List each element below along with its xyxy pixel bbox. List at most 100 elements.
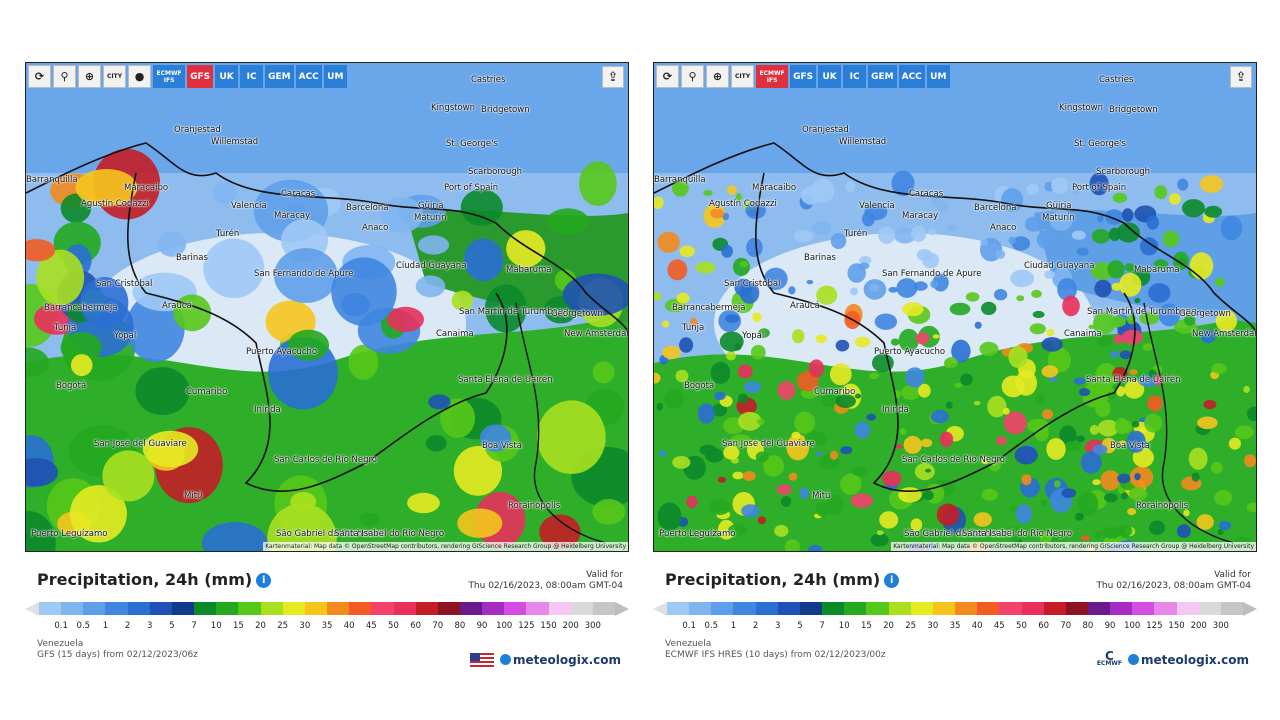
- brand-logo[interactable]: C ECMWF meteologix.com: [1096, 650, 1249, 667]
- legend-swatch: [1176, 602, 1199, 615]
- model-button-acc[interactable]: ACC: [295, 65, 322, 88]
- legend-tick: 150: [1168, 621, 1185, 631]
- legend-tick: 30: [927, 621, 939, 631]
- model-button-uk[interactable]: UK: [215, 65, 239, 88]
- legend-swatch: [799, 602, 823, 615]
- city-label: Castries: [1099, 75, 1134, 85]
- model-button-ecmwf-ifs[interactable]: ECMWF IFS: [153, 65, 186, 88]
- model-button-uk[interactable]: UK: [818, 65, 842, 88]
- model-button-ic[interactable]: IC: [843, 65, 867, 88]
- valid-label: Valid for: [586, 570, 623, 580]
- city-label: Caracas: [281, 189, 316, 199]
- legend-swatch: [733, 602, 756, 615]
- city-label: Tunja: [682, 323, 705, 333]
- model-button-um[interactable]: UM: [926, 65, 950, 88]
- legend-swatch: [1154, 602, 1177, 615]
- model-button-gfs[interactable]: GFS: [187, 65, 214, 88]
- legend-tick: 80: [454, 621, 466, 631]
- title-row: Precipitation, 24h (mm) i Valid for Thu 02/…: [25, 568, 629, 598]
- city-label: San Fernando de Apure: [254, 269, 354, 279]
- model-button-um[interactable]: UM: [323, 65, 347, 88]
- city-label: San José del Guaviare: [94, 439, 187, 449]
- model-button-gem[interactable]: GEM: [868, 65, 897, 88]
- legend-swatch: [1220, 602, 1244, 615]
- share-icon[interactable]: ⇪: [602, 66, 624, 88]
- legend-tick: 45: [993, 621, 1005, 631]
- info-icon[interactable]: i: [884, 573, 900, 588]
- overlay-dot-button[interactable]: ●: [128, 65, 152, 88]
- city-label: Yopal: [114, 331, 137, 341]
- model-button-ic[interactable]: IC: [240, 65, 264, 88]
- legend-swatch: [1132, 602, 1155, 615]
- legend-tick: 0.1: [682, 621, 696, 631]
- legend-swatch: [327, 602, 350, 615]
- legend-tick: 200: [1190, 621, 1207, 631]
- city-label: Araucá: [790, 301, 820, 311]
- precipitation-map[interactable]: ⟳ ⚲ ⊕ CITY ● ECMWF IFS GFS UK IC GEM ACC UM ⇪ Castrie…: [25, 62, 629, 552]
- zoom-icon[interactable]: ⊕: [706, 65, 729, 88]
- legend-arrow-right-icon: [615, 602, 629, 616]
- legend-swatch: [977, 602, 1000, 615]
- city-toggle-button[interactable]: CITY: [731, 65, 755, 88]
- map-attribution: Kartenmaterial: Map data © OpenStreetMap…: [891, 542, 1256, 551]
- refresh-icon[interactable]: ⟳: [656, 65, 679, 88]
- legend-swatch: [39, 602, 62, 615]
- valid-time: Thu 02/16/2023, 08:00am GMT-04: [1096, 581, 1251, 591]
- city-label: Canaima: [1064, 329, 1102, 339]
- legend-tick: 10: [838, 621, 850, 631]
- city-label: Valencia: [231, 201, 267, 211]
- city-label: San Martín de Turumbang: [459, 307, 569, 317]
- city-label: Georgetown: [1179, 309, 1231, 319]
- brand-logo[interactable]: meteologix.com: [470, 653, 621, 667]
- city-label: Mitú: [184, 491, 203, 501]
- model-button-ecmwf-ifs[interactable]: ECMWF IFS: [756, 65, 789, 88]
- city-label: Barrancabermeja: [672, 303, 746, 313]
- zoom-icon[interactable]: ⊕: [78, 65, 101, 88]
- legend-tick: 20: [255, 621, 266, 631]
- city-label: St. George's: [1074, 139, 1126, 149]
- legend-swatch: [216, 602, 239, 615]
- legend-tick: 35: [949, 621, 961, 631]
- legend-tick: 70: [1060, 621, 1072, 631]
- legend-tick: 45: [365, 621, 377, 631]
- legend-tick: 2: [752, 621, 759, 631]
- valid-time-block: Valid for Thu 02/16/2023, 08:00am GMT-04: [1096, 570, 1251, 592]
- city-label: Barcelona: [974, 203, 1017, 213]
- legend-tick: 80: [1082, 621, 1094, 631]
- legend-swatch: [105, 602, 128, 615]
- legend-tick: 300: [584, 621, 601, 631]
- legend-tick: 60: [1038, 621, 1050, 631]
- legend-tick: 125: [518, 621, 535, 631]
- refresh-icon[interactable]: ⟳: [28, 65, 51, 88]
- legend-swatch: [482, 602, 505, 615]
- model-button-gem[interactable]: GEM: [265, 65, 294, 88]
- location-pin-icon[interactable]: ⚲: [681, 65, 704, 88]
- legend-tick: 2: [124, 621, 131, 631]
- legend-tick: 20: [883, 621, 894, 631]
- model-button-acc[interactable]: ACC: [898, 65, 925, 88]
- precipitation-map[interactable]: ⟳ ⚲ ⊕ CITY ECMWF IFS GFS UK IC GEM ACC UM ⇪ Castries…: [653, 62, 1257, 552]
- share-icon[interactable]: ⇪: [1230, 66, 1252, 88]
- city-toggle-button[interactable]: CITY: [103, 65, 127, 88]
- valid-time: Thu 02/16/2023, 08:00am GMT-04: [468, 581, 623, 591]
- panel-footer: Venezuela GFS (15 days) from 02/12/2023/0…: [25, 639, 629, 667]
- city-label: Boa Vista: [482, 441, 522, 451]
- ecmwf-label: ECMWF: [1096, 660, 1123, 667]
- legend-swatch: [1043, 602, 1066, 615]
- legend-swatch: [260, 602, 283, 615]
- city-label: San José del Guaviare: [722, 439, 815, 449]
- model-button-gfs[interactable]: GFS: [790, 65, 817, 88]
- city-label: Valencia: [859, 201, 895, 211]
- info-icon[interactable]: i: [256, 573, 272, 588]
- city-label: Castries: [471, 75, 506, 85]
- map-panel-gfs: ⟳ ⚲ ⊕ CITY ● ECMWF IFS GFS UK IC GEM ACC UM ⇪ Castrie…: [25, 62, 629, 667]
- city-label: San Cristóbal: [96, 279, 153, 289]
- city-label: Kingstown: [1059, 103, 1104, 113]
- legend-swatch: [999, 602, 1022, 615]
- legend-tick: 150: [540, 621, 557, 631]
- legend-swatch: [194, 602, 217, 615]
- city-label: Turén: [844, 229, 868, 239]
- map-title: Precipitation, 24h (mm) i: [37, 570, 272, 589]
- location-pin-icon[interactable]: ⚲: [53, 65, 76, 88]
- city-label: São Gabriel da Cachoeira: [276, 529, 384, 539]
